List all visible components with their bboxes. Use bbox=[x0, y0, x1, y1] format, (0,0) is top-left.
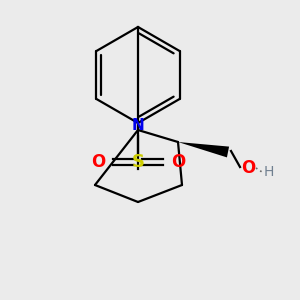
Text: O: O bbox=[91, 153, 105, 171]
Text: N: N bbox=[132, 118, 144, 133]
Text: O: O bbox=[241, 159, 255, 177]
Text: S: S bbox=[131, 153, 145, 171]
Polygon shape bbox=[178, 142, 229, 158]
Text: O: O bbox=[171, 153, 185, 171]
Text: H: H bbox=[264, 165, 274, 179]
